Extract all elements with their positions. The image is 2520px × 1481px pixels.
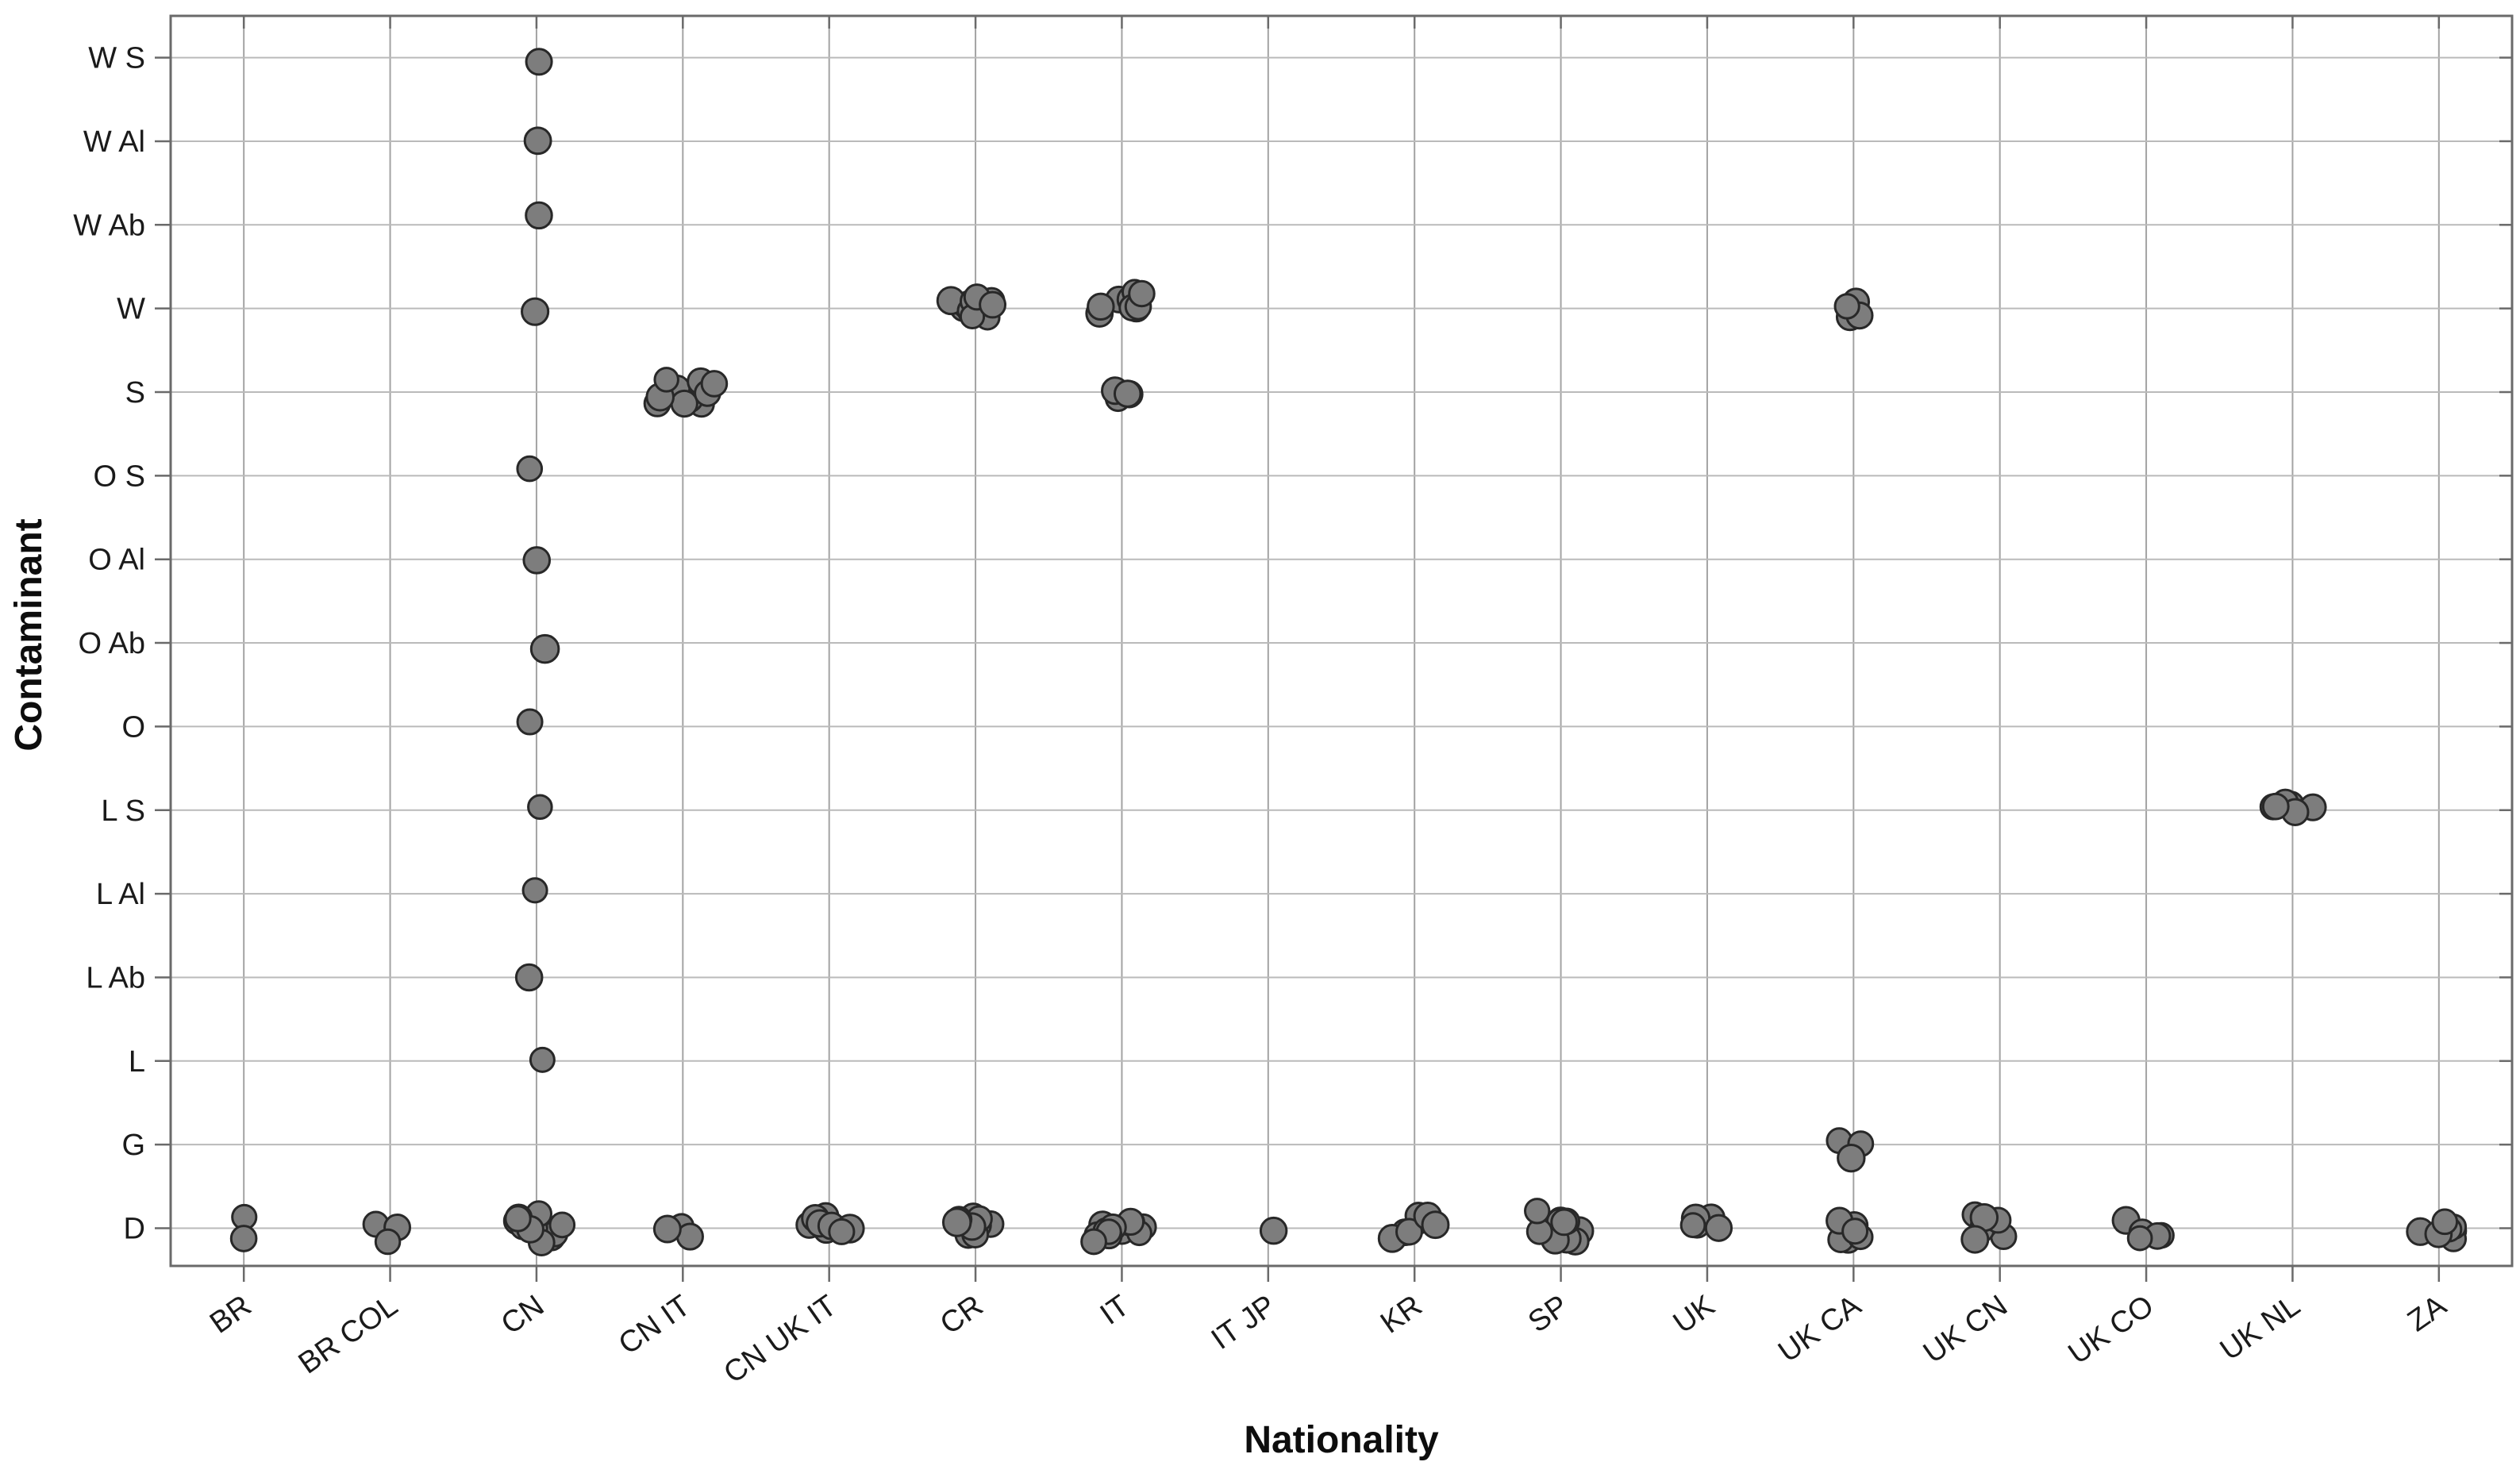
data-point <box>529 633 560 664</box>
data-point <box>1837 1143 1866 1173</box>
data-point <box>1395 1217 1423 1246</box>
data-point <box>1524 1198 1551 1225</box>
data-point <box>700 370 729 398</box>
y-tick-label: W Al <box>83 125 145 159</box>
data-point <box>522 546 552 575</box>
data-point <box>374 1228 402 1256</box>
y-tick-label: W <box>117 293 145 326</box>
y-tick-label: G <box>121 1129 145 1162</box>
data-point <box>1113 379 1142 408</box>
y-axis-title: Contaminant <box>8 518 50 751</box>
y-tick-label: W S <box>88 42 145 75</box>
x-tick-label: UK NL <box>2214 1289 2306 1368</box>
x-tick-label: BR COL <box>293 1289 404 1381</box>
x-tick-label: KR <box>1375 1289 1428 1341</box>
border-layer <box>169 14 2514 1268</box>
data-point <box>525 48 553 76</box>
data-point <box>516 455 544 483</box>
data-point <box>828 1217 856 1245</box>
x-tick-label: ZA <box>2402 1289 2453 1339</box>
y-tick-label: O Ab <box>79 627 146 660</box>
data-point <box>652 1214 682 1244</box>
data-point <box>1841 1217 1869 1245</box>
data-point <box>1087 292 1115 321</box>
data-point <box>653 367 679 393</box>
y-tick-label: L <box>129 1045 145 1079</box>
x-tick-label: BR <box>204 1289 257 1341</box>
y-tick-label: L S <box>101 794 145 828</box>
y-tick-label: O <box>121 710 145 744</box>
data-point <box>229 1225 258 1252</box>
x-tick-label: IT <box>1095 1289 1136 1332</box>
data-point <box>516 708 544 736</box>
y-tick-label: L Ab <box>86 961 145 994</box>
data-point <box>1421 1210 1450 1240</box>
data-point <box>1679 1212 1706 1239</box>
data-point <box>979 290 1007 319</box>
data-point <box>2431 1208 2459 1236</box>
tick-layer <box>155 16 2512 1282</box>
data-point <box>527 794 553 821</box>
x-tick-label: UK CA <box>1772 1289 1868 1369</box>
x-tick-label: UK CO <box>2063 1289 2160 1371</box>
data-point <box>514 963 544 992</box>
x-tick-label: CN UK IT <box>718 1289 843 1391</box>
y-tick-label: D <box>124 1213 145 1246</box>
x-tick-label: SP <box>1522 1289 1575 1339</box>
data-point <box>525 201 553 230</box>
plot-border <box>169 14 2514 1268</box>
tick-label-layer: D G L L Ab L Al L S O O Ab O Al O S S W W Ab W Al W S B… <box>73 42 2453 1391</box>
data-point-layer <box>229 48 2468 1256</box>
x-tick-label: CN IT <box>613 1289 696 1361</box>
data-point <box>548 1211 576 1239</box>
data-point <box>1960 1225 1990 1254</box>
data-point <box>941 1207 972 1237</box>
data-point <box>1550 1208 1578 1237</box>
x-tick-label: CN <box>495 1289 550 1341</box>
data-point <box>529 1046 556 1073</box>
x-tick-label: IT JP <box>1206 1289 1282 1356</box>
y-tick-label: L Al <box>96 878 145 911</box>
x-tick-label: UK <box>1668 1289 1721 1341</box>
grid-layer <box>171 16 2512 1266</box>
data-point <box>670 389 698 418</box>
y-tick-label: O S <box>94 460 145 493</box>
data-point <box>504 1205 532 1233</box>
data-point <box>1704 1214 1733 1242</box>
data-point <box>521 877 548 904</box>
x-tick-label: UK CN <box>1918 1289 2014 1370</box>
x-axis-title: Nationality <box>1244 1419 1439 1461</box>
y-tick-label: O Al <box>88 544 145 577</box>
data-point <box>1259 1216 1288 1245</box>
data-point <box>1080 1228 1107 1256</box>
x-tick-label: CR <box>934 1289 989 1341</box>
data-point <box>521 297 550 326</box>
data-point <box>2261 792 2290 821</box>
y-tick-label: S <box>125 376 145 410</box>
data-point <box>1833 293 1860 320</box>
data-point <box>1128 279 1156 308</box>
data-point <box>523 126 552 156</box>
data-point <box>2126 1225 2153 1252</box>
y-tick-label: W Ab <box>73 209 145 242</box>
